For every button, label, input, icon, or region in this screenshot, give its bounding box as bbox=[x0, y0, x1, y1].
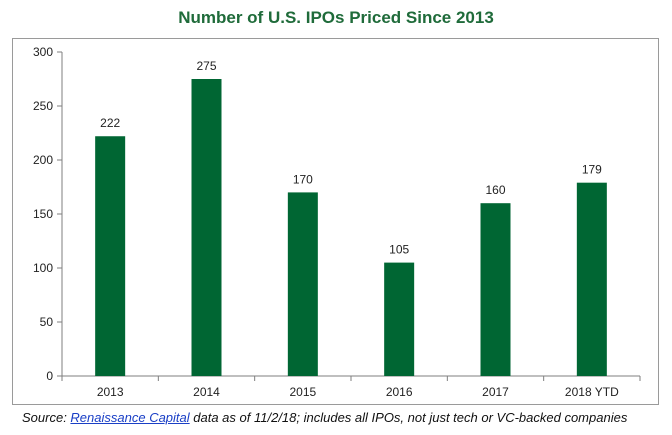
x-tick-label: 2018 YTD bbox=[565, 385, 619, 399]
bar bbox=[95, 136, 126, 376]
source-suffix: data as of 11/2/18; includes all IPOs, n… bbox=[189, 410, 628, 425]
y-tick-label: 200 bbox=[33, 153, 53, 167]
y-tick-label: 100 bbox=[33, 261, 53, 275]
x-tick-label: 2015 bbox=[289, 385, 316, 399]
y-tick-label: 300 bbox=[33, 45, 53, 59]
bar-value-label: 222 bbox=[100, 116, 120, 130]
y-tick-label: 150 bbox=[33, 207, 53, 221]
chart-title: Number of U.S. IPOs Priced Since 2013 bbox=[178, 8, 494, 27]
y-tick-label: 50 bbox=[40, 315, 54, 329]
source-prefix: Source: bbox=[22, 410, 71, 425]
bar-value-label: 160 bbox=[485, 183, 505, 197]
y-tick-label: 0 bbox=[46, 369, 53, 383]
bar bbox=[384, 262, 415, 376]
x-tick-label: 2017 bbox=[482, 385, 509, 399]
x-tick-label: 2013 bbox=[97, 385, 124, 399]
bar bbox=[576, 182, 607, 376]
bar-value-label: 275 bbox=[196, 59, 216, 73]
source-note: Source: Renaissance Capital data as of 1… bbox=[22, 410, 627, 425]
y-tick-label: 250 bbox=[33, 99, 53, 113]
bar-value-label: 179 bbox=[582, 163, 602, 177]
x-tick-label: 2016 bbox=[386, 385, 413, 399]
bar-value-label: 105 bbox=[389, 243, 409, 257]
chart-frame bbox=[12, 38, 659, 405]
x-tick-label: 2014 bbox=[193, 385, 220, 399]
bar bbox=[480, 203, 511, 376]
bar-value-label: 170 bbox=[293, 172, 313, 186]
bar bbox=[287, 192, 318, 376]
source-link[interactable]: Renaissance Capital bbox=[70, 410, 190, 425]
bar bbox=[191, 79, 222, 376]
